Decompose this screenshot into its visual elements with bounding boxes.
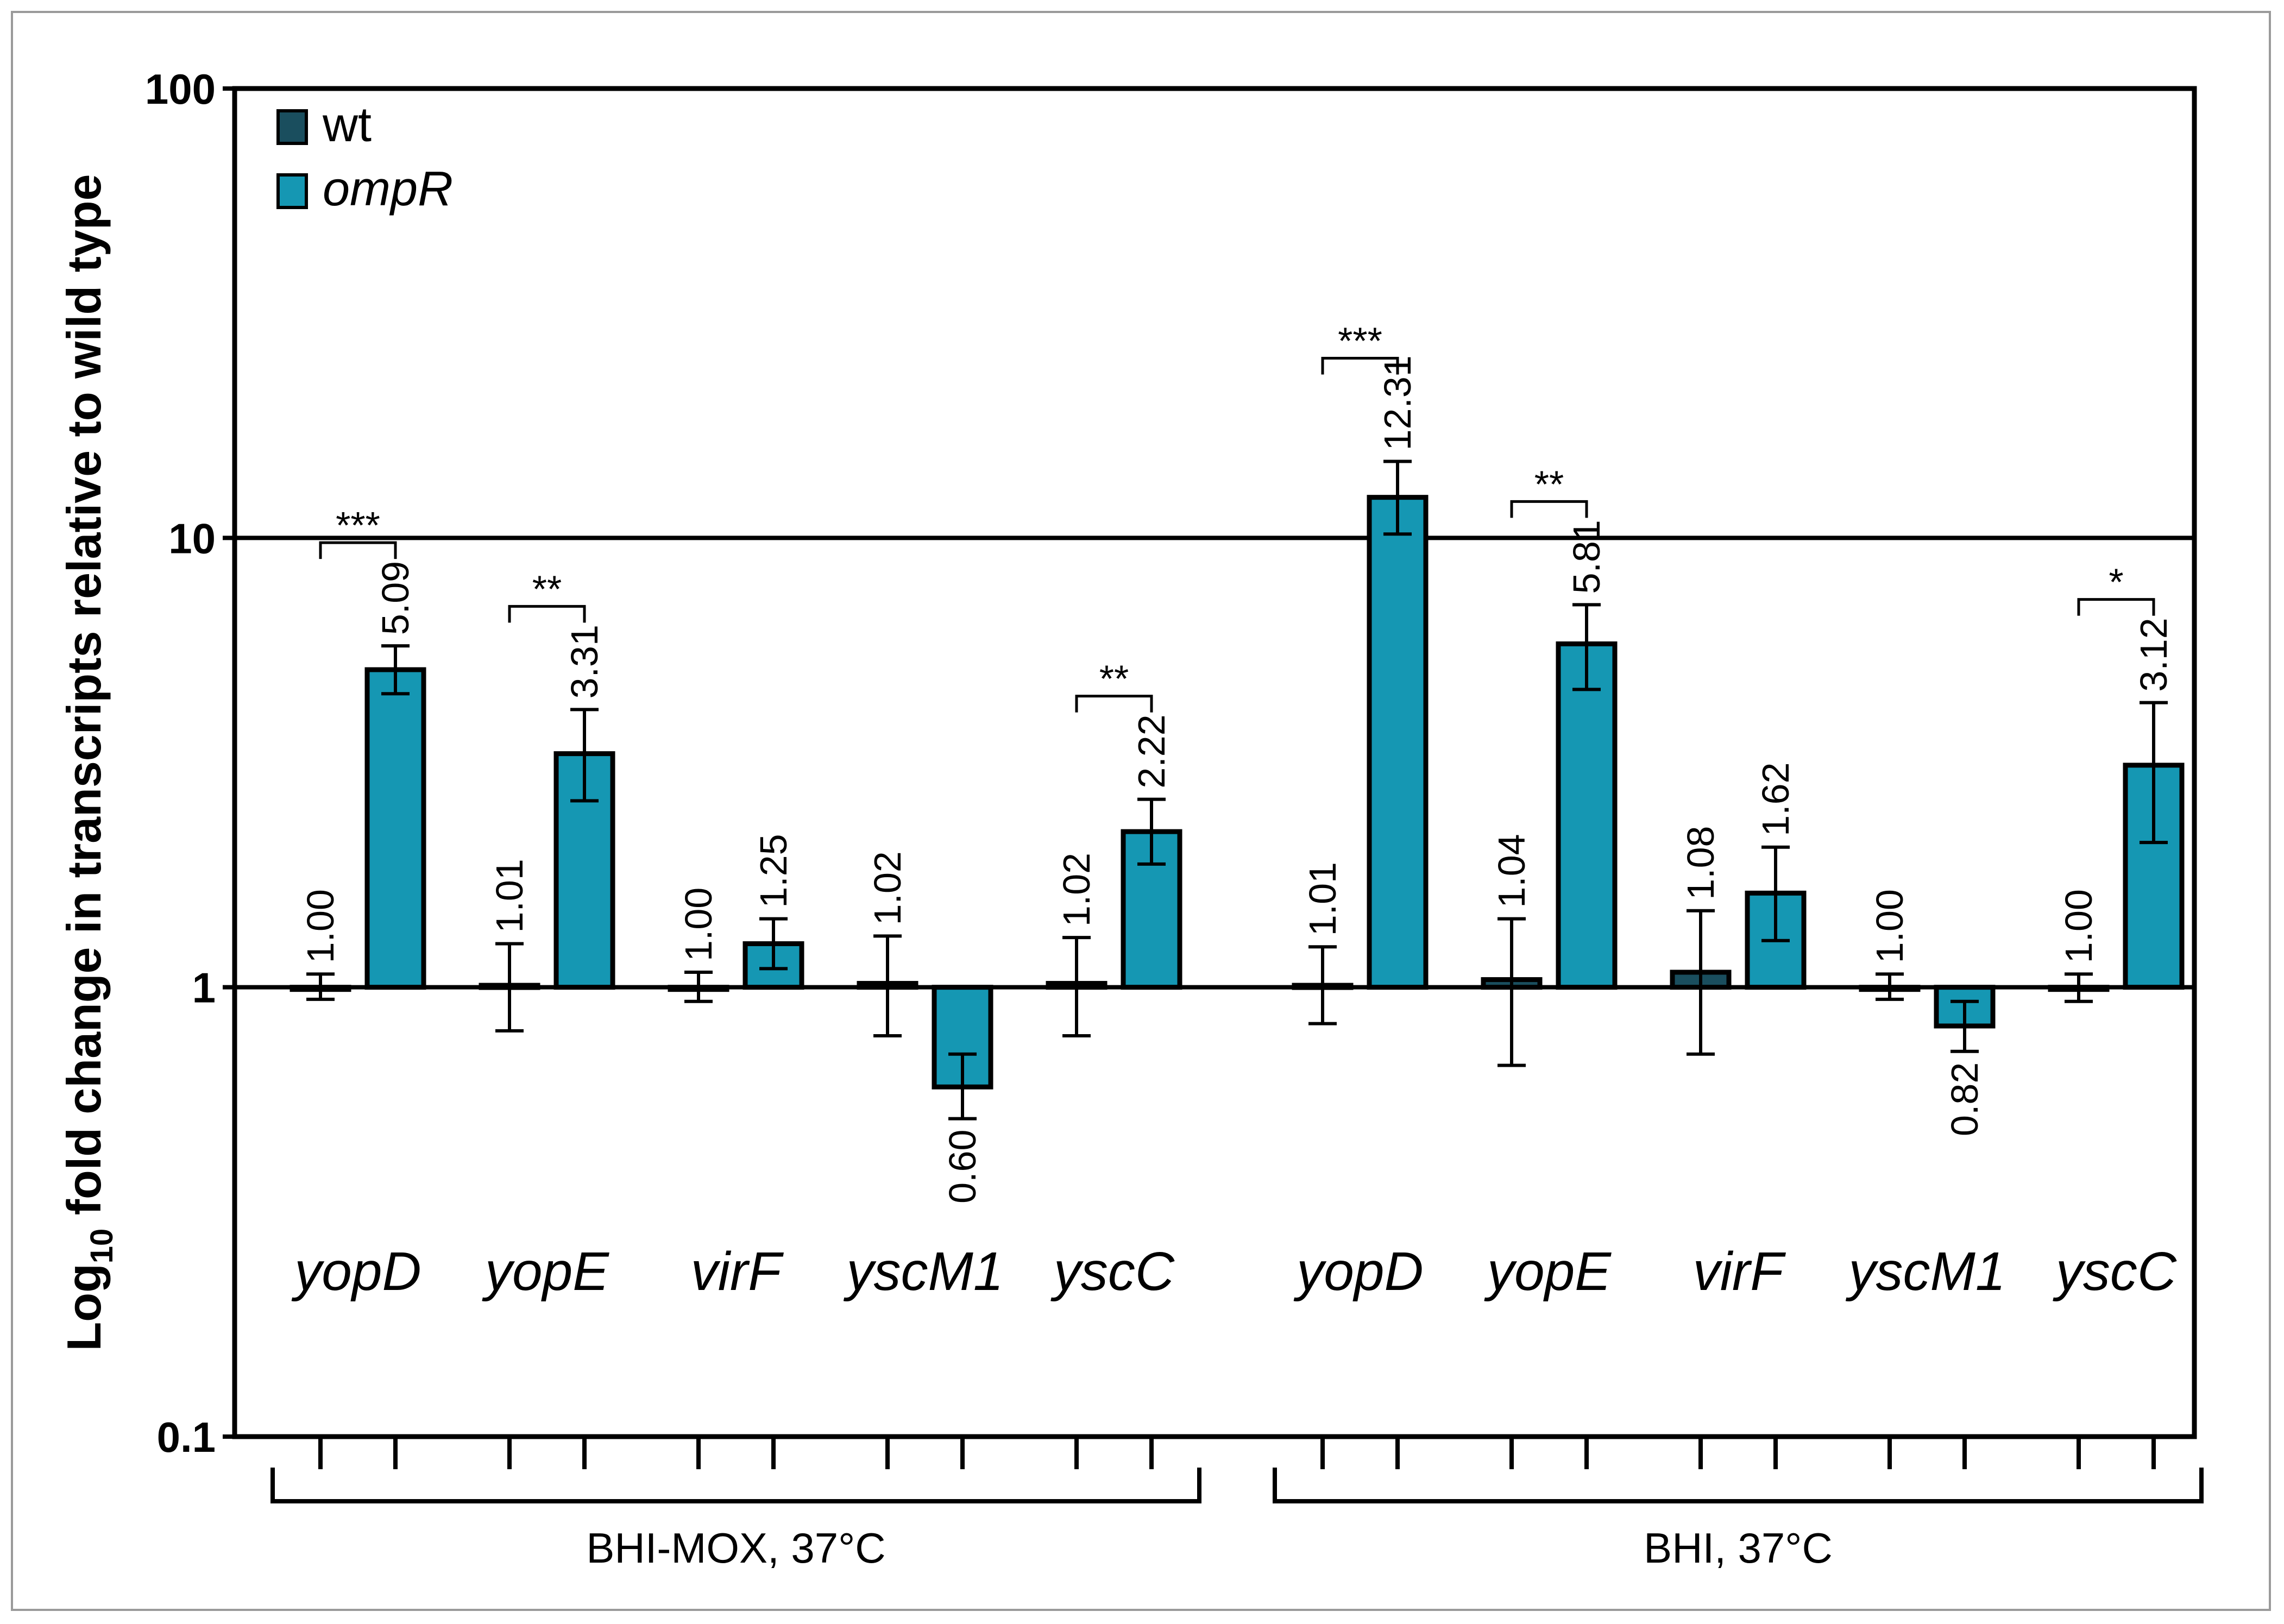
y-tick-label: 1 [192,964,216,1012]
gene-label-yscC: yscC [2053,1241,2177,1302]
y-tick-label: 100 [145,65,216,113]
ompR-yopD-value-label: 5.09 [374,561,417,635]
legend-swatch-wt [276,109,308,145]
wt-yopE-value-label: 1.01 [488,859,531,933]
legend-swatch-ompR [276,173,308,209]
y-tick-label: 0.1 [157,1413,216,1461]
significance-stars-yscC: ** [1099,658,1129,700]
condition-bracket-1 [1273,1468,2204,1503]
gene-label-yscM1: yscM1 [1846,1241,2006,1302]
significance-stars-yopE: ** [532,568,562,610]
y-tick-label: 10 [168,514,216,562]
wt-yscM1-value-label: 1.00 [1868,889,1911,963]
ompR-yopE-bar [553,751,615,990]
wt-yscC-value-label: 1.02 [1055,853,1098,927]
gene-label-yopD: yopD [291,1241,421,1302]
wt-yscC-value-label: 1.00 [2058,889,2100,963]
ompR-yopE-bar [1556,641,1618,990]
significance-bracket-yopE [1510,500,1588,518]
condition-label-0: BHI-MOX, 37°C [586,1524,885,1572]
ompR-yopD-bar [364,667,426,990]
y-axis-label-text: fold change in transcripts relative to w… [57,174,111,1228]
gene-label-yscM1: yscM1 [844,1241,1004,1302]
figure-frame [11,11,2271,1611]
ompR-yopE-value-label: 3.31 [563,625,606,698]
ompR-yopD-bar [1367,495,1429,990]
gene-label-yopE: yopE [482,1241,609,1302]
wt-yopD-value-label: 1.01 [1301,862,1344,936]
y-axis-label-subscript: 10 [84,1229,119,1264]
significance-stars-yscC: * [2109,561,2123,603]
ompR-yscM1-value-label: 0.60 [941,1130,984,1204]
gene-label-virF: virF [1693,1241,1786,1302]
significance-bracket-yopE [508,605,586,623]
condition-label-1: BHI, 37°C [1644,1524,1833,1572]
significance-bracket-yscC [2077,598,2155,616]
significance-bracket-yscC [1075,695,1153,713]
significance-bracket-yopD [1321,356,1399,375]
significance-stars-yopD: *** [1338,319,1382,362]
wt-virF-value-label: 1.00 [677,887,720,961]
gene-label-yopE: yopE [1484,1241,1612,1302]
significance-stars-yopE: ** [1534,463,1564,505]
y-axis-label: Log10 fold change in transcripts relativ… [57,174,119,1351]
wt-yscM1-value-label: 1.02 [866,851,909,925]
gene-label-yopD: yopD [1293,1241,1423,1302]
ompR-virF-value-label: 1.25 [752,834,795,908]
gene-label-yscC: yscC [1050,1241,1175,1302]
ompR-virF-value-label: 1.62 [1754,762,1797,836]
significance-stars-yopD: *** [336,504,380,546]
ompR-yscC-value-label: 2.22 [1130,714,1173,788]
gene-label-virF: virF [691,1241,784,1302]
legend-label-wt: wt [322,98,372,152]
wt-yopD-value-label: 1.00 [299,889,342,963]
wt-yopE-value-label: 1.04 [1490,834,1533,908]
legend-label-ompR: ompR [323,162,453,216]
significance-bracket-yopD [319,541,397,559]
y-axis-label-prefix: Log [57,1263,111,1351]
condition-bracket-0 [270,1468,1201,1503]
ompR-yscM1-value-label: 0.82 [1943,1062,1986,1136]
plot-frame [232,86,2197,1439]
wt-virF-value-label: 1.08 [1679,826,1722,900]
ompR-yscC-value-label: 3.12 [2132,618,2175,691]
ompR-yopE-value-label: 5.81 [1565,520,1608,594]
